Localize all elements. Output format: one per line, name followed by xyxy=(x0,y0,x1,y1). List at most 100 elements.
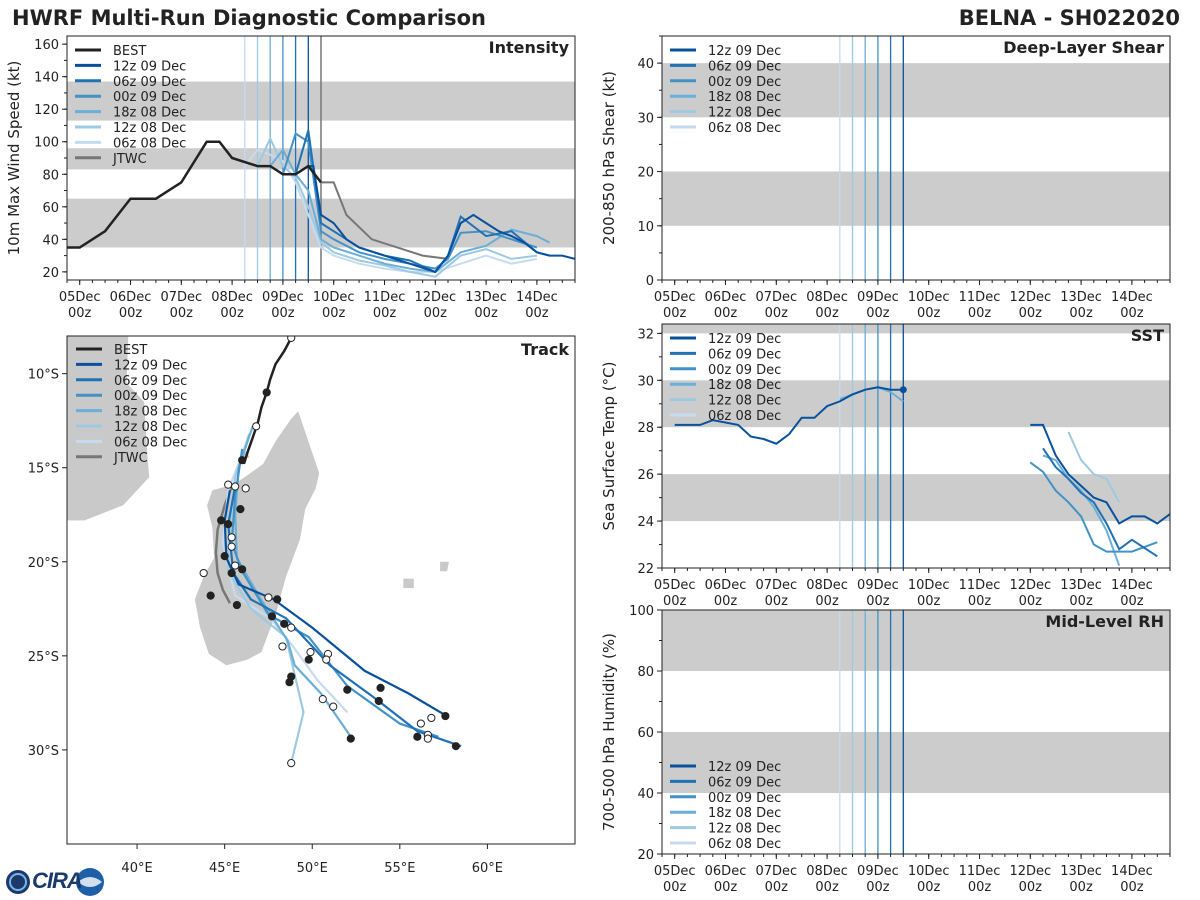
track-marker xyxy=(280,619,289,628)
legend-label: 12z 08 Dec xyxy=(708,822,781,837)
legend-label: BEST xyxy=(114,343,147,358)
track-marker xyxy=(343,685,352,694)
track-marker xyxy=(224,520,233,529)
y-tick-label: 32 xyxy=(637,327,654,342)
x-tick-label-date: 09Dec xyxy=(857,578,899,593)
x-tick-label-hour: 00z xyxy=(1120,594,1144,609)
threshold-band xyxy=(662,171,1170,226)
x-tick-label-hour: 00z xyxy=(373,306,397,321)
track-marker xyxy=(318,695,327,704)
y-tick-label: 0 xyxy=(646,274,654,289)
track-marker xyxy=(413,732,422,741)
y-tick-label: 100 xyxy=(629,604,654,619)
x-tick-label-date: 11Dec xyxy=(959,290,1001,305)
x-tick-label-hour: 00z xyxy=(1069,594,1093,609)
legend-label: 12z 09 Dec xyxy=(708,44,781,59)
y-tick-label: 20 xyxy=(637,166,654,181)
panel-title: Track xyxy=(521,340,569,359)
legend-label: 18z 08 Dec xyxy=(708,378,781,393)
legend-label: 06z 08 Dec xyxy=(708,837,781,852)
threshold-band xyxy=(662,324,1170,334)
series-line xyxy=(1030,423,1170,525)
x-tick-label-date: 13Dec xyxy=(1060,864,1102,879)
series-line xyxy=(1042,454,1121,567)
y-tick-label: 60 xyxy=(42,201,59,216)
logo-text: CIRA xyxy=(32,868,83,893)
track-marker xyxy=(232,600,242,610)
plot-area xyxy=(67,36,575,280)
jtwc-track xyxy=(214,486,233,604)
x-tick-label-hour: 00z xyxy=(663,594,687,609)
x-tick-label-hour: 00z xyxy=(968,880,992,895)
plot-area xyxy=(662,610,1170,854)
x-tick-label-date: 06Dec xyxy=(705,864,747,879)
legend-label: 00z 09 Dec xyxy=(114,389,187,404)
x-tick-label-hour: 00z xyxy=(424,306,448,321)
x-tick-label-date: 09Dec xyxy=(857,864,899,879)
threshold-band xyxy=(662,732,1170,793)
panel-shear: 01020304005Dec00z06Dec00z07Dec00z08Dec00… xyxy=(600,35,1171,321)
legend-label: 12z 09 Dec xyxy=(708,332,781,347)
x-tick-label-date: 13Dec xyxy=(465,290,507,305)
map-area xyxy=(67,336,462,768)
series-line xyxy=(281,132,538,270)
x-tick-label-hour: 00z xyxy=(917,306,941,321)
mauritius-landmass xyxy=(440,561,449,572)
x-tick-label-hour: 00z xyxy=(525,306,549,321)
x-tick-label-date: 12Dec xyxy=(414,290,456,305)
y-tick-label: 30 xyxy=(637,374,654,389)
y-tick-label: 24 xyxy=(637,515,654,530)
x-tick-label-date: 14Dec xyxy=(1111,864,1153,879)
x-tick-label-date: 11Dec xyxy=(959,864,1001,879)
y-tick-label: 28 xyxy=(637,421,654,436)
panel-title: SST xyxy=(1131,326,1164,345)
x-tick-label-date: 05Dec xyxy=(654,290,696,305)
legend-label: 12z 09 Dec xyxy=(114,358,187,373)
x-tick-label-hour: 00z xyxy=(815,306,839,321)
legend-label: 06z 09 Dec xyxy=(708,775,781,790)
y-axis-label: Sea Surface Temp (°C) xyxy=(600,361,618,530)
y-tick-label: 22 xyxy=(637,562,654,577)
threshold-band xyxy=(662,380,1170,428)
x-tick-label-hour: 00z xyxy=(968,594,992,609)
y-axis-label: 700-500 hPa Humidity (%) xyxy=(600,633,618,831)
x-tick-label-date: 06Dec xyxy=(705,578,747,593)
x-tick-label-date: 08Dec xyxy=(806,290,848,305)
x-tick-label-hour: 00z xyxy=(220,306,244,321)
x-tick-label-date: 14Dec xyxy=(1111,578,1153,593)
x-tick-label-hour: 00z xyxy=(271,306,295,321)
y-tick-label: 20 xyxy=(42,266,59,281)
x-tick-label-hour: 00z xyxy=(765,306,789,321)
x-tick-label-hour: 00z xyxy=(765,594,789,609)
legend-label: 00z 09 Dec xyxy=(708,75,781,90)
axes-frame xyxy=(66,335,576,845)
lat-tick-label: 30°S xyxy=(28,744,59,759)
legend-label: 06z 09 Dec xyxy=(114,374,187,389)
x-tick-label-date: 07Dec xyxy=(755,578,797,593)
panel-intensity: 2040608010012014016005Dec00z06Dec00z07De… xyxy=(5,35,576,321)
track-marker xyxy=(262,388,271,397)
x-tick-label-hour: 00z xyxy=(714,880,738,895)
x-tick-label-hour: 00z xyxy=(968,306,992,321)
x-tick-label-hour: 00z xyxy=(68,306,92,321)
track-marker xyxy=(264,593,273,602)
best-track-line xyxy=(67,140,322,249)
x-tick-label-date: 05Dec xyxy=(654,864,696,879)
track-marker xyxy=(304,655,313,664)
legend-label: 06z 08 Dec xyxy=(113,136,186,151)
x-tick-label-hour: 00z xyxy=(714,306,738,321)
panel-title: Deep-Layer Shear xyxy=(1003,38,1164,57)
cira-globe-icon xyxy=(6,868,104,896)
track-marker xyxy=(199,568,208,578)
x-tick-label-hour: 00z xyxy=(1019,880,1043,895)
x-tick-label-hour: 00z xyxy=(917,880,941,895)
legend-label: 12z 08 Dec xyxy=(708,106,781,121)
lat-tick-label: 15°S xyxy=(28,462,59,477)
track-marker xyxy=(273,595,282,604)
panel-rh: 2040608010005Dec00z06Dec00z07Dec00z08Dec… xyxy=(600,604,1171,895)
